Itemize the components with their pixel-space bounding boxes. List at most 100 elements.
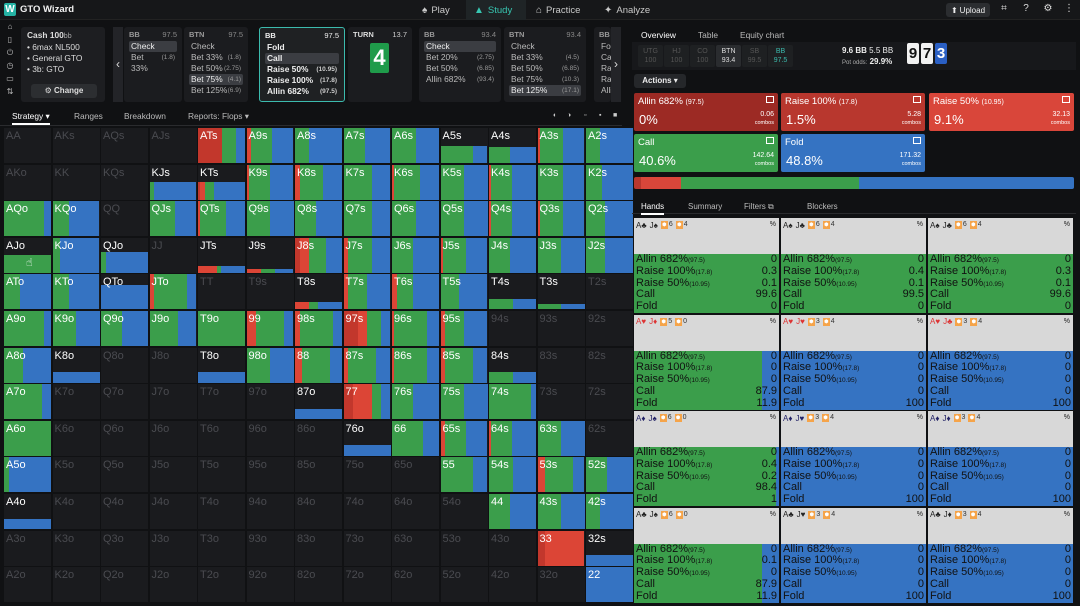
action-seat-bb[interactable]: BB 93.4 Check Bet 20% (2.75) Bet 50% (6.85) All… <box>419 27 501 102</box>
seat-option[interactable]: Allin 682% (97.5) <box>265 86 339 97</box>
seat-option[interactable]: Raise <box>599 74 611 85</box>
hand-cell[interactable]: Q4o <box>101 494 148 529</box>
hand-cell[interactable]: JTs <box>198 237 245 273</box>
expand-icon[interactable] <box>913 96 921 103</box>
hand-combo-card[interactable]: A♥ J♥ ⬢ 3 ⬢ 4 % Allin 682%(97.5) 0 Raise 100%… <box>781 314 926 410</box>
hand-cell[interactable]: J3s <box>537 237 585 273</box>
hand-cell[interactable]: 42o <box>489 567 536 603</box>
hand-cell[interactable]: JJ <box>149 237 197 273</box>
hand-cell[interactable]: 94s <box>489 311 536 346</box>
seat-option[interactable]: Check <box>509 41 581 52</box>
action-box[interactable]: Raise 100% (17.8) 1.5% 5.28 combos <box>781 93 925 131</box>
hand-cell[interactable]: A4o <box>4 494 51 529</box>
hand-cell[interactable]: J6s <box>392 237 439 273</box>
hand-cell[interactable]: Q4s <box>489 201 536 237</box>
hand-cell[interactable]: ATo <box>4 274 51 310</box>
hand-cell[interactable]: 55 <box>440 457 488 493</box>
hand-cell[interactable]: K4s <box>489 164 536 200</box>
hand-cell[interactable]: 63o <box>392 530 439 566</box>
hand-cell[interactable]: J4o <box>149 494 197 529</box>
hand-cell[interactable]: AQo <box>4 201 51 237</box>
hand-cell[interactable]: 96o <box>246 420 294 456</box>
hand-cell[interactable]: KJo <box>52 237 100 273</box>
hand-cell[interactable]: K3o <box>52 530 100 566</box>
seat-option[interactable]: Raise 100% (17.8) <box>265 75 339 86</box>
hand-cell[interactable]: Q7s <box>343 201 391 237</box>
hand-cell[interactable]: 82s <box>586 347 633 383</box>
hand-cell[interactable]: J6o <box>149 420 197 456</box>
hand-cell[interactable]: 44 <box>489 494 536 529</box>
hand-cell[interactable]: T4o <box>198 494 245 529</box>
hand-cell[interactable]: T9s <box>246 274 294 310</box>
tab-reports[interactable]: Reports: Flops ▾ <box>188 111 249 121</box>
seat-option[interactable]: Bet 33% (4.5) <box>509 52 581 63</box>
hand-cell[interactable]: Q6o <box>101 420 148 456</box>
hand-cell[interactable]: Q5o <box>101 457 148 493</box>
hand-combo-card[interactable]: A♦ J♦ ⬢ 3 ⬢ 4 % Allin 682%(97.5) 0 Raise 100%… <box>928 411 1073 506</box>
hand-cell[interactable]: AKo <box>4 164 51 200</box>
change-button[interactable]: ⚙ Change <box>31 84 97 98</box>
hand-cell[interactable]: Q9o <box>101 311 148 346</box>
hand-cell[interactable]: AJs <box>149 128 197 163</box>
hand-cell[interactable]: KQo <box>52 201 100 237</box>
action-box[interactable]: Fold 48.8% 171.32 combos <box>781 134 925 172</box>
hand-cell[interactable]: 32o <box>537 567 585 603</box>
hand-cell[interactable]: A8o <box>4 347 51 383</box>
seat-option[interactable]: Bet 50% (6.85) <box>509 63 581 74</box>
hand-cell[interactable]: 72o <box>343 567 391 603</box>
tab-hands[interactable]: Hands <box>641 202 665 215</box>
hand-cell[interactable]: A7s <box>343 128 391 163</box>
hand-cell[interactable]: 92s <box>586 311 633 346</box>
hand-cell[interactable]: J2o <box>149 567 197 603</box>
hand-cell[interactable]: A5o <box>4 457 51 493</box>
hand-cell[interactable]: Q9s <box>246 201 294 237</box>
hand-cell[interactable]: K5s <box>440 164 488 200</box>
hand-cell[interactable]: T6o <box>198 420 245 456</box>
hand-cell[interactable]: QQ <box>101 201 148 237</box>
seat-option[interactable]: Allin <box>599 85 611 96</box>
hand-cell[interactable]: K2s <box>586 164 633 200</box>
hand-cell[interactable]: 53s <box>537 457 585 493</box>
seat-option[interactable]: Bet 20% (2.75) <box>424 52 496 63</box>
hand-combo-card[interactable]: A♥ J♣ ⬢ 3 ⬢ 4 % Allin 682%(97.5) 0 Raise 100%… <box>928 314 1073 410</box>
hand-cell[interactable]: T3o <box>198 530 245 566</box>
hand-cell[interactable]: J8s <box>295 237 342 273</box>
hand-cell[interactable]: 92o <box>246 567 294 603</box>
hand-cell[interactable]: J5s <box>440 237 488 273</box>
hand-combo-card[interactable]: A♦ J♠ ⬢ 6 ⬢ 0 % Allin 682%(97.5) 0 Raise 100%… <box>634 411 779 506</box>
hand-cell[interactable]: T2o <box>198 567 245 603</box>
gear-icon[interactable]: ⚙ <box>1043 3 1053 14</box>
home-icon[interactable]: ⌂ <box>7 22 13 31</box>
hand-cell[interactable]: 75s <box>440 384 488 420</box>
seat-option[interactable]: Bet 50% (6.85) <box>424 63 496 74</box>
hand-combo-card[interactable]: A♣ J♦ ⬢ 3 ⬢ 4 % Allin 682%(97.5) 0 Raise 100%… <box>928 507 1073 603</box>
action-box[interactable]: Allin 682% (97.5) 0% 0.06 combos <box>634 93 778 131</box>
tab-blockers[interactable]: Blockers <box>807 202 838 211</box>
hand-cell[interactable]: 74o <box>343 494 391 529</box>
hand-cell[interactable]: 93s <box>537 311 585 346</box>
hand-combo-card[interactable]: A♣ J♠ ⬢ 6 ⬢ 4 % Allin 682%(97.5) 0 Raise 100%… <box>634 218 779 313</box>
hand-cell[interactable]: T4s <box>489 274 536 310</box>
view-icon[interactable]: ◐ <box>553 112 558 119</box>
hand-cell[interactable]: 76s <box>392 384 439 420</box>
car-icon[interactable]: ▭ <box>6 74 14 83</box>
more-icon[interactable]: ⋮ <box>1064 3 1074 14</box>
action-seat-bb[interactable]: BB 97.5 Fold Call Raise 50% (10.95) Raise 100%… <box>259 27 345 102</box>
seat-option[interactable]: Bet 75% (4.1) <box>189 74 243 85</box>
hand-cell[interactable]: AQs <box>101 128 148 163</box>
hand-cell[interactable]: 72s <box>586 384 633 420</box>
hand-combo-card[interactable]: A♦ J♥ ⬢ 3 ⬢ 4 % Allin 682%(97.5) 0 Raise 100%… <box>781 411 926 506</box>
position-bb[interactable]: BB 97.5 <box>768 45 793 67</box>
hand-cell[interactable]: 83o <box>295 530 342 566</box>
hand-combo-card[interactable]: A♠ J♣ ⬢ 6 ⬢ 4 % Allin 682%(97.5) 0 Raise 100%… <box>781 218 926 313</box>
hand-cell[interactable]: 86o <box>295 420 342 456</box>
hand-cell[interactable]: 65o <box>392 457 439 493</box>
seat-option[interactable]: Check <box>129 41 177 52</box>
hand-cell[interactable]: 74s <box>489 384 536 420</box>
position-hj[interactable]: HJ 100 <box>664 45 689 67</box>
hand-cell[interactable]: Q6s <box>392 201 439 237</box>
seat-option[interactable]: Fold <box>599 41 611 52</box>
position-btn[interactable]: BTN 93.4 <box>716 45 741 67</box>
action-seat-bb[interactable]: BBFoldCallRaiseRaiseAllin <box>594 27 611 102</box>
hand-cell[interactable]: K8o <box>52 347 100 383</box>
